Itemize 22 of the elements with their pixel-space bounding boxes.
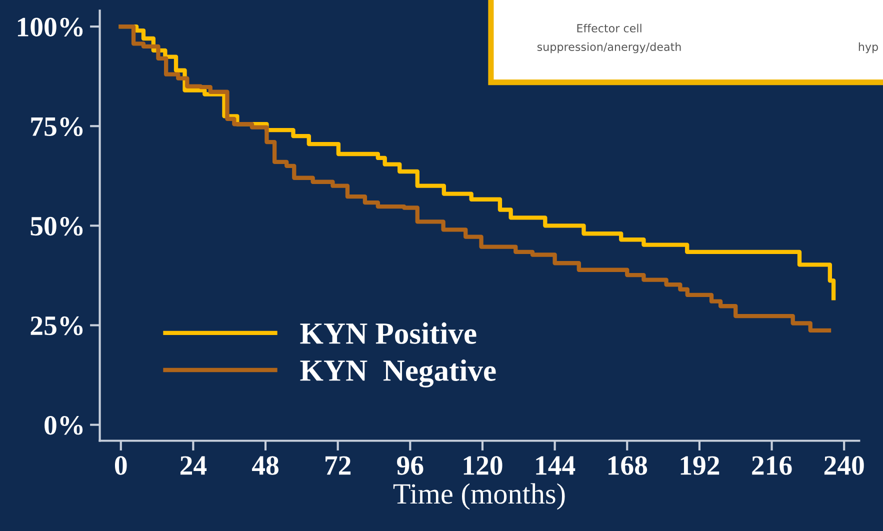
annotation: suppression/anergy/death xyxy=(537,42,681,54)
y-tick-label: 75% xyxy=(31,117,83,136)
x-tick-label: 0 xyxy=(114,456,127,475)
x-tick-label: 192 xyxy=(680,456,720,475)
x-axis-title: Time (months) xyxy=(393,483,565,510)
x-tick-label: 72 xyxy=(326,456,351,475)
x-tick-label: 96 xyxy=(397,456,424,475)
annotation: Effector cell xyxy=(577,24,642,32)
x-tick-label: 24 xyxy=(180,456,207,475)
x-tick-label: 240 xyxy=(824,456,864,475)
x-tick-label: 144 xyxy=(536,456,576,475)
y-tick-label: 50% xyxy=(30,216,83,236)
legend-label: KYN Negative xyxy=(300,359,496,388)
x-tick-label: 48 xyxy=(252,456,278,475)
y-tick-label: 100% xyxy=(18,18,83,37)
x-tick-label: 216 xyxy=(752,456,792,475)
x-tick-label: 168 xyxy=(608,456,648,475)
legend-label: KYN Positive xyxy=(300,322,476,344)
x-tick-label: 120 xyxy=(464,456,502,475)
y-tick-label: 0% xyxy=(44,416,83,435)
y-tick-label: 25% xyxy=(30,316,83,336)
annotation: hyp xyxy=(858,42,878,54)
